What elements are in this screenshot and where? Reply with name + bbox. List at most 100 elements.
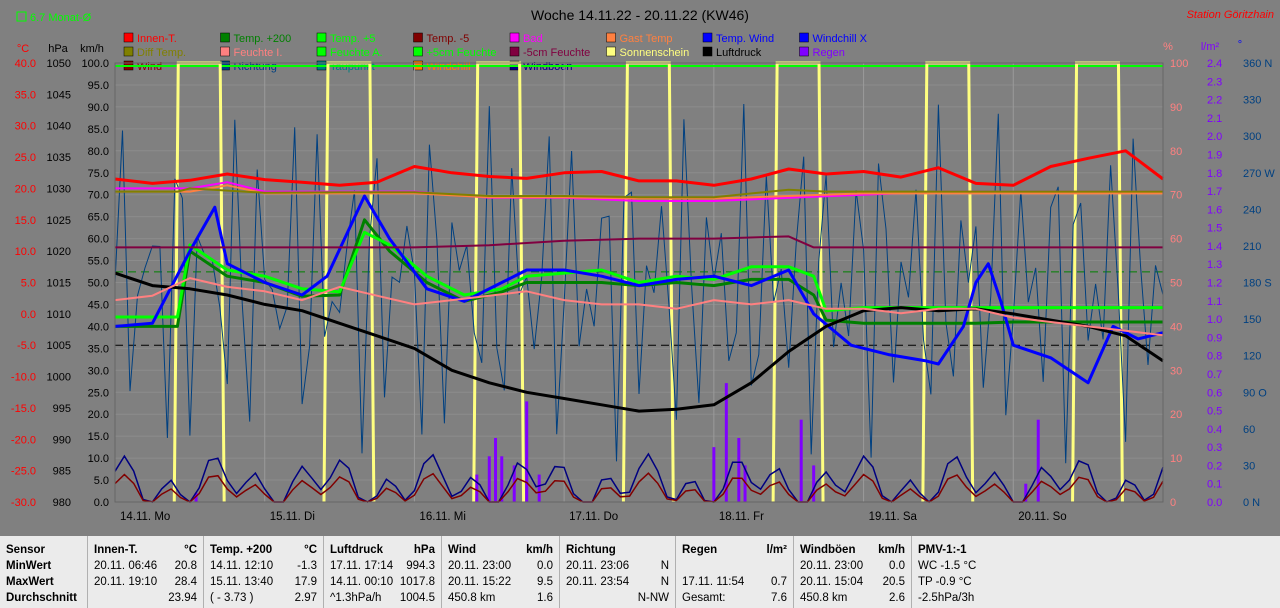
stats-avg-value: 1004.5 (399, 592, 435, 604)
day-label: 19.11. Sa (869, 511, 918, 523)
stats-row: Temp. +200 °C (210, 542, 317, 558)
stats-min-time: WC -1.5 °C (918, 560, 977, 572)
tick-hpa: 1000 (47, 372, 71, 384)
stats-row: Wind km/h (448, 542, 553, 558)
tick-direction: 210 (1243, 241, 1261, 253)
tick-hpa: 1010 (47, 309, 71, 321)
tick-temp: 30.0 (15, 121, 36, 133)
series-wind (114, 472, 1164, 503)
tick-temp: -15.0 (11, 403, 36, 415)
tick-rain: 0.6 (1207, 387, 1222, 399)
stats-row: PMV-1:-1 (918, 542, 1006, 558)
tick-hpa: 995 (53, 403, 71, 415)
tick-direction: 270 W (1243, 168, 1275, 180)
legend-label: Temp. -5 (427, 33, 470, 45)
tick-direction: 0 N (1243, 497, 1260, 509)
legend-label: +5cm Feuchte (427, 47, 497, 59)
stats-max-value: 9.5 (537, 576, 553, 588)
legend-swatch (702, 32, 713, 43)
stats-label-max: MaxWert (6, 576, 54, 588)
tick-hpa: 1050 (47, 58, 71, 70)
tick-direction: 30 (1243, 460, 1255, 472)
day-label: 16.11. Mi (419, 511, 465, 523)
tick-percent: 100 (1170, 58, 1188, 70)
stats-row: Luftdruck hPa (330, 542, 435, 558)
legend-swatch (413, 32, 423, 43)
tick-percent: 20 (1170, 409, 1182, 421)
tick-kmh: 70.0 (88, 190, 109, 202)
stats-row: 450.8 km 1.6 (448, 590, 553, 606)
stats-row: -2.5hPa/3h (918, 590, 1006, 606)
tick-temp: 15.0 (15, 215, 36, 227)
legend-swatch (413, 46, 423, 57)
stats-max-time: 20.11. 15:22 (448, 576, 512, 588)
tick-temp: 35.0 (15, 89, 36, 101)
stats-column-name: PMV-1:-1 (918, 544, 967, 556)
stats-row: Windböen km/h (800, 542, 905, 558)
stats-min-value: 994.3 (406, 560, 435, 572)
tick-direction: 150 (1243, 314, 1261, 326)
tick-hpa: 1020 (47, 246, 71, 258)
stats-min-time: 20.11. 23:06 (566, 560, 630, 572)
stats-row: 15.11. 13:40 17.9 (210, 574, 317, 590)
stats-avg-value: 2.6 (889, 592, 905, 604)
stats-max-value: 20.5 (882, 576, 905, 588)
legend-swatch (799, 46, 809, 57)
tick-rain: 1.8 (1207, 168, 1222, 180)
stats-column: PMV-1:-1 WC -1.5 °C TP -0.9 °C -2.5hPa/3h (912, 536, 1012, 608)
stats-column: Richtung 20.11. 23:06 N 20.11. 23:54 N N-NW (560, 536, 676, 608)
stats-row: Gesamt: 7.6 (682, 590, 787, 606)
stats-avg-label: 450.8 km (800, 592, 848, 604)
tick-kmh: 5.0 (94, 475, 109, 487)
stats-max-time: 20.11. 23:54 (566, 576, 630, 588)
tick-hpa: 985 (53, 466, 71, 478)
stats-row: 17.11. 17:14 994.3 (330, 558, 435, 574)
tick-hpa: 1040 (47, 121, 71, 133)
stats-avg-label: Gesamt: (682, 592, 726, 604)
legend-swatch (123, 32, 134, 43)
tick-rain: 1.7 (1207, 186, 1222, 198)
tick-kmh: 30.0 (88, 365, 109, 377)
unit-rain: l/m² (1201, 41, 1220, 53)
legend-swatch (220, 32, 230, 43)
series-innen-t- (114, 149, 1164, 187)
tick-rain: 1.2 (1207, 278, 1222, 290)
rain-bar (724, 383, 728, 502)
tick-direction: 330 (1243, 95, 1261, 107)
stats-row: 20.11. 23:06 N (566, 558, 669, 574)
unit-percent: % (1163, 41, 1173, 53)
tick-percent: 50 (1170, 278, 1182, 290)
stats-avg-value: N-NW (637, 592, 669, 604)
stats-row: WC -1.5 °C (918, 558, 1006, 574)
stats-row: Regen l/m² (682, 542, 787, 558)
rain-bar (537, 474, 541, 502)
stats-min-value: 0.0 (889, 560, 905, 572)
stats-row: 450.8 km 2.6 (800, 590, 905, 606)
stats-row: 14.11. 00:10 1017.8 (330, 574, 435, 590)
tick-kmh: 90.0 (88, 102, 109, 114)
tick-rain: 2.0 (1207, 131, 1222, 143)
tick-kmh: 100.0 (81, 58, 109, 70)
stats-row: Richtung (566, 542, 669, 558)
plot-frame (114, 62, 1164, 503)
tick-percent: 60 (1170, 234, 1182, 246)
rain-bar (194, 492, 198, 502)
tick-rain: 0.7 (1207, 369, 1222, 381)
stats-min-time: 14.11. 12:10 (210, 560, 274, 572)
stats-max-time: 17.11. 11:54 (682, 576, 745, 588)
legend-swatch (606, 46, 616, 57)
stats-row: TP -0.9 °C (918, 574, 1006, 590)
tick-direction: 60 (1243, 424, 1255, 436)
tick-kmh: 60.0 (88, 234, 109, 246)
legend-label: Regen (813, 47, 845, 59)
unit-hpa: hPa (48, 43, 68, 55)
stats-label-sensor: Sensor (6, 544, 45, 556)
rain-bar (799, 419, 803, 502)
tick-temp: -25.0 (11, 466, 36, 478)
stats-column-unit: hPa (413, 544, 435, 556)
tick-kmh: 95.0 (88, 80, 109, 92)
tick-kmh: 35.0 (88, 343, 109, 355)
stats-avg-value: 7.6 (771, 592, 787, 604)
tick-rain: 0.3 (1207, 442, 1222, 454)
stats-min-value: 20.8 (174, 560, 197, 572)
